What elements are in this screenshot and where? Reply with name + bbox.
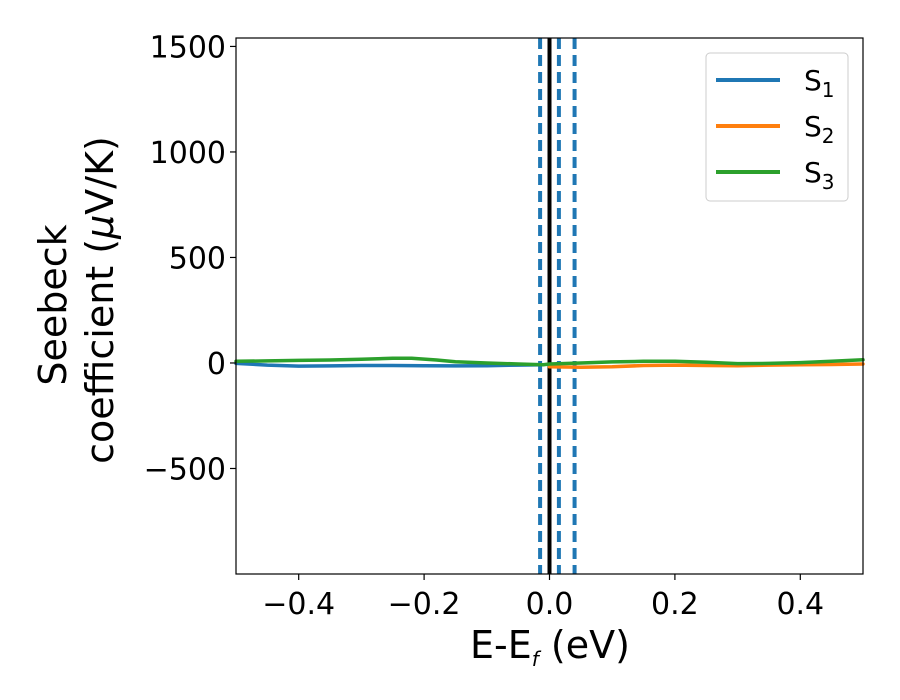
y-tick-label: 1500 <box>150 30 226 65</box>
legend-label-3: S3 <box>804 156 835 194</box>
axis-ticks <box>230 45 801 580</box>
vertical-reference-lines <box>538 38 577 574</box>
x-tick-label: 0.2 <box>651 587 699 622</box>
x-axis-title-tail: (eV) <box>539 623 630 667</box>
x-tick-label: −0.2 <box>388 587 461 622</box>
x-axis-title-main: E-E <box>470 623 532 667</box>
y-axis-title-line2: coefficient (μV/K) <box>78 136 122 464</box>
y-tick-label: 0 <box>207 347 226 382</box>
x-tick-label: 0.0 <box>526 587 574 622</box>
y-tick-label: 500 <box>169 241 226 276</box>
x-tick-label: 0.4 <box>776 587 824 622</box>
x-axis-title: E-Ef (eV) <box>470 623 630 671</box>
series-line-1 <box>234 361 545 368</box>
series-line-3 <box>234 356 865 367</box>
x-tick-label: −0.4 <box>262 587 335 622</box>
y-axis-title-pre: coefficient ( <box>78 239 122 464</box>
series-lines <box>234 356 865 369</box>
y-tick-label: 1000 <box>150 136 226 171</box>
x-tick-labels: −0.4 −0.2 0.0 0.2 0.4 <box>262 587 824 622</box>
y-axis-title-line1: Seebeck <box>31 224 75 385</box>
y-axis-title-mu: μ <box>78 215 122 240</box>
series-line-2 <box>547 362 865 369</box>
legend-label-2: S2 <box>804 110 835 148</box>
legend: S1 S2 S3 <box>705 52 849 202</box>
y-tick-label: −500 <box>144 452 226 487</box>
legend-label-1: S1 <box>804 64 835 102</box>
x-axis-title-sub: f <box>532 647 542 671</box>
y-tick-labels: −500 0 500 1000 1500 <box>144 30 226 487</box>
y-axis-title-post: V/K) <box>78 136 122 215</box>
